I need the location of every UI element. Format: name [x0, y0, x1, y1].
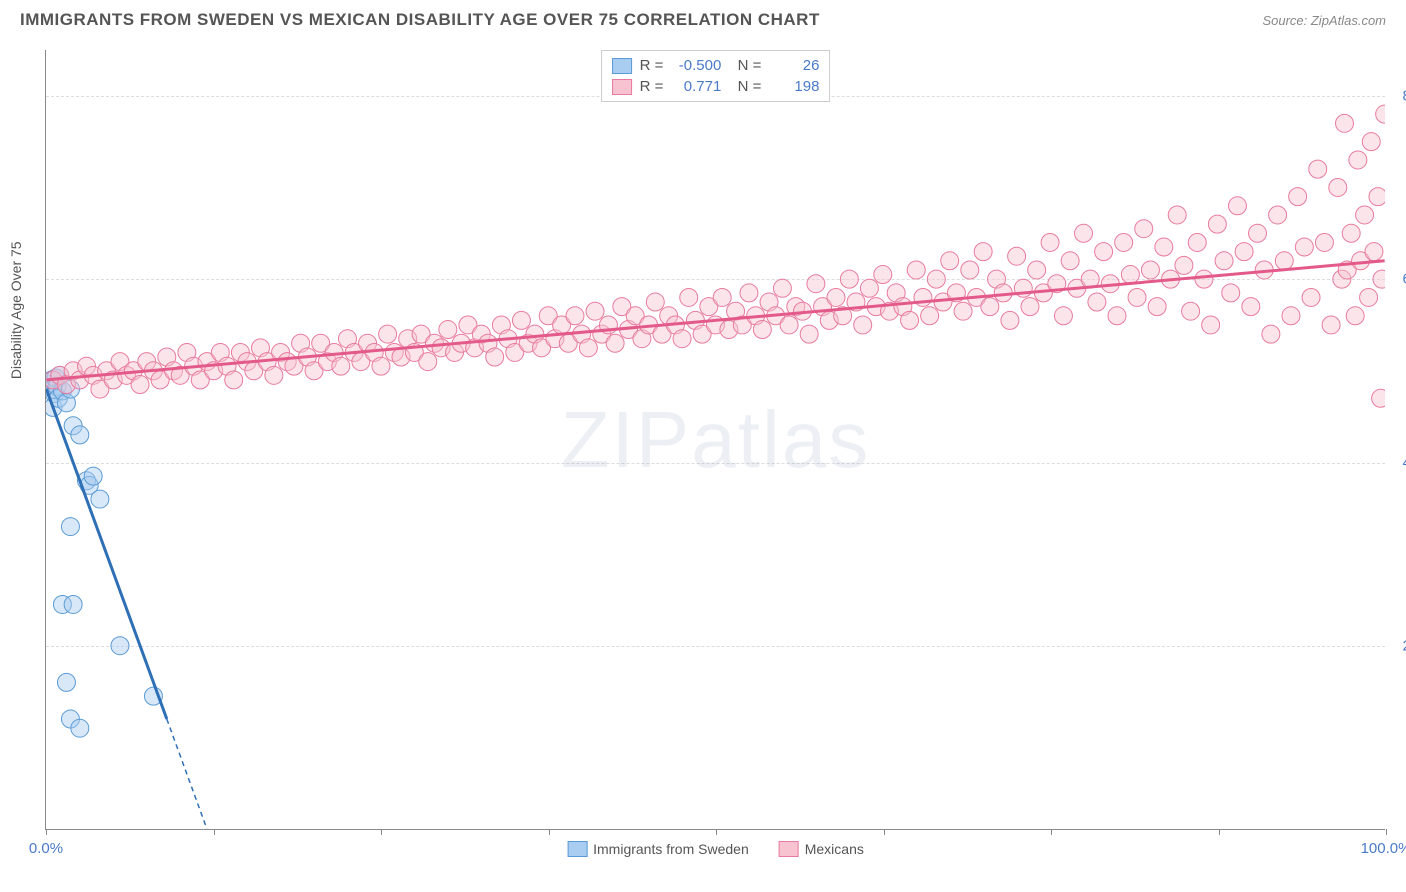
y-axis-title: Disability Age Over 75 — [8, 241, 24, 379]
x-tick — [381, 829, 382, 835]
x-tick — [1219, 829, 1220, 835]
n-value-sweden: 26 — [769, 57, 819, 74]
x-tick-label: 0.0% — [29, 840, 63, 857]
x-tick — [1051, 829, 1052, 835]
y-tick-label: 20.0% — [1402, 638, 1406, 655]
legend-label: Immigrants from Sweden — [593, 841, 749, 857]
legend-label: Mexicans — [805, 841, 864, 857]
legend-swatch-mexicans — [612, 79, 632, 95]
x-tick — [46, 829, 47, 835]
y-tick-label: 40.0% — [1402, 454, 1406, 471]
series-legend: Immigrants from Sweden Mexicans — [567, 841, 864, 857]
chart-title: IMMIGRANTS FROM SWEDEN VS MEXICAN DISABI… — [20, 10, 820, 30]
scatter-plot — [46, 50, 1385, 829]
y-tick-label: 60.0% — [1402, 271, 1406, 288]
legend-row-sweden: R = -0.500 N = 26 — [612, 55, 820, 76]
chart-source: Source: ZipAtlas.com — [1262, 13, 1386, 28]
x-tick-label: 100.0% — [1361, 840, 1406, 857]
chart-header: IMMIGRANTS FROM SWEDEN VS MEXICAN DISABI… — [0, 0, 1406, 35]
r-value-sweden: -0.500 — [671, 57, 721, 74]
chart-area: Disability Age Over 75 ZIPatlas R = -0.5… — [45, 50, 1385, 830]
legend-row-mexicans: R = 0.771 N = 198 — [612, 76, 820, 97]
legend-item-mexicans: Mexicans — [779, 841, 864, 857]
legend-item-sweden: Immigrants from Sweden — [567, 841, 749, 857]
x-tick — [549, 829, 550, 835]
n-value-mexicans: 198 — [769, 78, 819, 95]
y-tick-label: 80.0% — [1402, 87, 1406, 104]
x-tick — [1386, 829, 1387, 835]
correlation-legend: R = -0.500 N = 26 R = 0.771 N = 198 — [601, 50, 831, 102]
r-value-mexicans: 0.771 — [671, 78, 721, 95]
legend-swatch-icon — [779, 841, 799, 857]
x-tick — [214, 829, 215, 835]
x-tick — [884, 829, 885, 835]
legend-swatch-icon — [567, 841, 587, 857]
x-tick — [716, 829, 717, 835]
legend-swatch-sweden — [612, 58, 632, 74]
